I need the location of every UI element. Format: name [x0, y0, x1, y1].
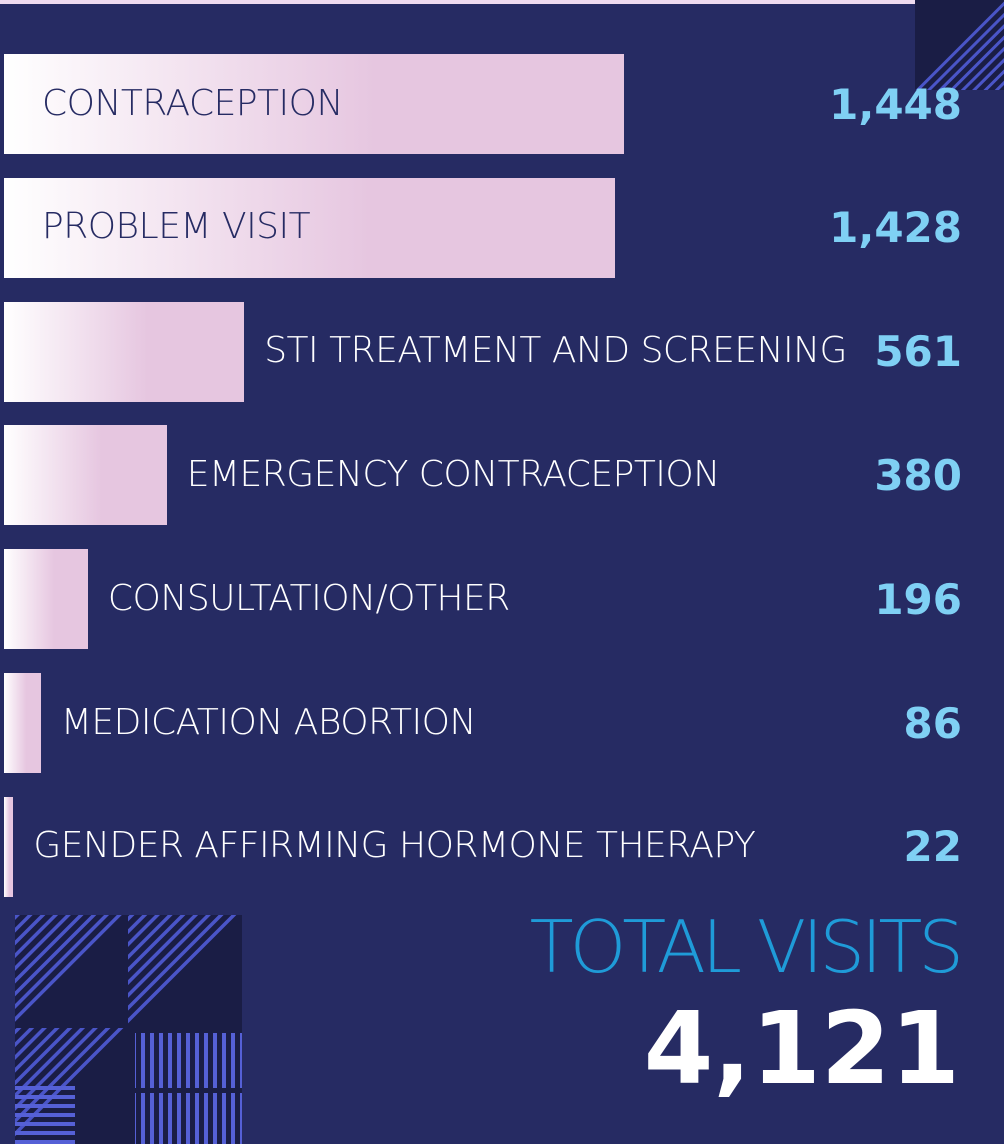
bar-label: CONSULTATION/OTHER: [107, 577, 510, 619]
bar: [4, 54, 624, 154]
bar-label: PROBLEM VISIT: [42, 206, 311, 248]
bar-label: GENDER AFFIRMING HORMONE THERAPY: [33, 825, 756, 867]
top-right-pattern: [915, 0, 1004, 90]
bar-label: CONTRACEPTION: [42, 82, 343, 124]
value-label: 22: [903, 822, 962, 872]
value-label: 380: [874, 450, 962, 500]
value-label: 196: [874, 574, 962, 624]
bar: [4, 301, 245, 402]
bar-label: STI TREATMENT AND SCREENING: [264, 330, 847, 372]
value-label: 86: [903, 698, 962, 748]
value-label: 1,448: [829, 79, 962, 129]
bar: [4, 425, 167, 526]
bar: [4, 177, 616, 278]
bar: [4, 549, 88, 650]
top-strip: [0, 0, 1004, 4]
bar-label: MEDICATION ABORTION: [60, 701, 477, 743]
bar: [4, 796, 14, 897]
bottom-left-pattern: [15, 915, 242, 1144]
value-label: 1,428: [829, 203, 962, 253]
total-value: 4,121: [643, 990, 960, 1107]
value-label: 561: [874, 327, 962, 377]
total-title: TOTAL VISITS: [529, 905, 964, 989]
bar-label: EMERGENCY CONTRACEPTION: [186, 453, 720, 495]
bar: [4, 673, 41, 773]
